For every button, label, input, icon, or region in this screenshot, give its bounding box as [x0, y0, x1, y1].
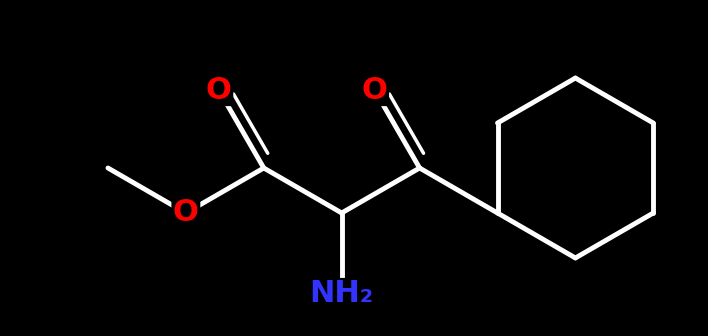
Text: O: O — [173, 199, 199, 227]
Text: O: O — [206, 76, 232, 104]
Text: O: O — [362, 76, 387, 104]
Text: NH₂: NH₂ — [309, 280, 374, 308]
